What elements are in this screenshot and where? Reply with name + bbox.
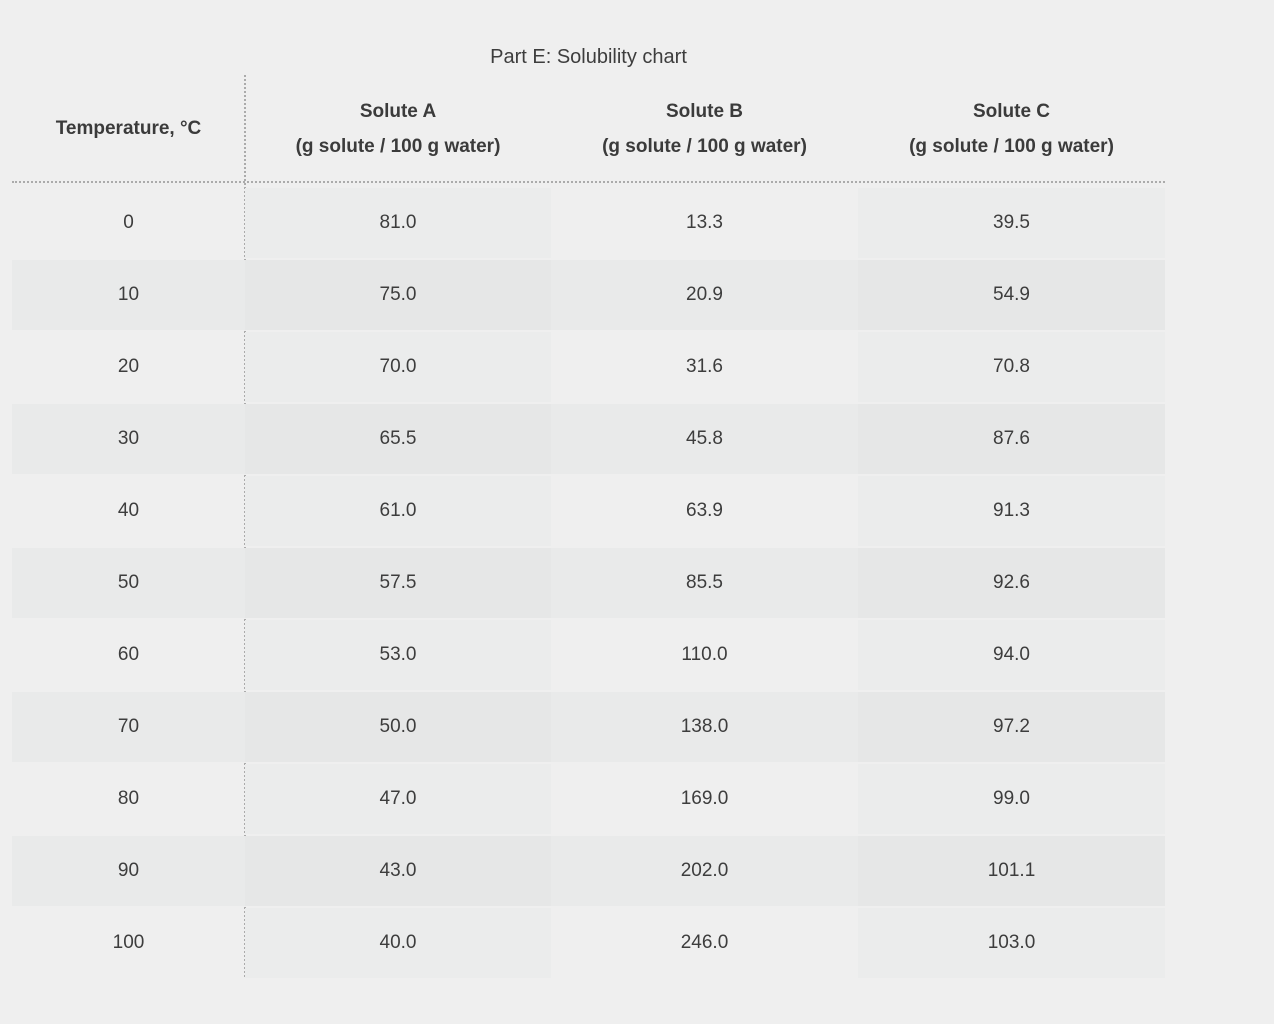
solute-b-value-cell: 31.6 [686, 356, 723, 377]
table-header-row: Temperature, °C Solute A (g solute / 100… [12, 75, 1165, 182]
solute-b-value-cell: 169.0 [680, 788, 729, 809]
solute-c-value-cell: 101.1 [858, 836, 1165, 906]
solute-b-value-cell: 246.0 [680, 932, 729, 953]
solute-c-value-cell: 94.0 [858, 620, 1165, 690]
solute-b-value-cell: 110.0 [681, 644, 728, 665]
temperature-cell: 90 [12, 836, 245, 906]
temperature-cell: 100 [112, 932, 145, 953]
table-row: 20 70.0 31.6 70.8 [12, 332, 1165, 402]
solute-c-value-cell: 87.6 [858, 404, 1165, 474]
solute-c-value-cell: 70.8 [858, 332, 1165, 402]
table-body: 0 81.0 13.3 39.5 10 75.0 20.9 54.9 20 70.0 31.6 70.… [12, 188, 1165, 978]
header-solute-c-units: (g solute / 100 g water) [909, 135, 1114, 157]
header-solute-a: Solute A (g solute / 100 g water) [245, 75, 551, 182]
table-row: 100 40.0 246.0 103.0 [12, 908, 1165, 978]
table-row: 90 43.0 202.0 101.1 [12, 836, 1165, 906]
header-solute-b-label: Solute B [665, 100, 744, 122]
temperature-cell: 50 [12, 548, 245, 618]
temperature-cell: 0 [123, 212, 134, 233]
solute-a-value-cell: 81.0 [245, 188, 551, 258]
table-row: 80 47.0 169.0 99.0 [12, 764, 1165, 834]
temperature-cell: 70 [12, 692, 245, 762]
solute-a-value-cell: 47.0 [245, 764, 551, 834]
solute-a-value-cell: 65.5 [245, 404, 551, 474]
solute-c-value-cell: 54.9 [858, 260, 1165, 330]
page-title: Part E: Solubility chart [490, 46, 687, 68]
solute-b-value-cell: 13.3 [686, 212, 723, 233]
solute-b-value-cell: 138.0 [551, 692, 858, 762]
header-divider-dotted-line [12, 181, 1165, 183]
header-solute-b: Solute B (g solute / 100 g water) [551, 75, 858, 182]
table-row: 70 50.0 138.0 97.2 [12, 692, 1165, 762]
solute-a-value-cell: 70.0 [245, 332, 551, 402]
solute-b-value-cell: 20.9 [551, 260, 858, 330]
solute-c-value-cell: 39.5 [858, 188, 1165, 258]
temperature-cell: 60 [117, 644, 140, 665]
solubility-table: Temperature, °C Solute A (g solute / 100… [12, 75, 1165, 980]
temperature-cell: 30 [12, 404, 245, 474]
solute-c-value-cell: 97.2 [858, 692, 1165, 762]
solute-b-value-cell: 45.8 [551, 404, 858, 474]
header-temperature-label: Temperature, °C [55, 118, 202, 139]
table-row: 30 65.5 45.8 87.6 [12, 404, 1165, 474]
solute-b-value-cell: 202.0 [551, 836, 858, 906]
solute-a-value-cell: 57.5 [245, 548, 551, 618]
temperature-cell: 80 [117, 788, 140, 809]
solute-a-value-cell: 75.0 [245, 260, 551, 330]
table-row: 10 75.0 20.9 54.9 [12, 260, 1165, 330]
solute-a-value-cell: 43.0 [245, 836, 551, 906]
header-solute-a-units: (g solute / 100 g water) [295, 135, 501, 157]
header-solute-c: Solute C (g solute / 100 g water) [858, 75, 1165, 182]
solute-a-value-cell: 40.0 [245, 908, 551, 978]
solute-c-value-cell: 91.3 [858, 476, 1165, 546]
header-solute-c-label: Solute C [972, 100, 1051, 122]
solute-c-value-cell: 92.6 [858, 548, 1165, 618]
temperature-cell: 10 [12, 260, 245, 330]
table-row: 0 81.0 13.3 39.5 [12, 188, 1165, 258]
solute-a-value-cell: 61.0 [245, 476, 551, 546]
solute-c-value-cell: 103.0 [858, 908, 1165, 978]
table-row: 50 57.5 85.5 92.6 [12, 548, 1165, 618]
solute-a-value-cell: 50.0 [245, 692, 551, 762]
table-row: 40 61.0 63.9 91.3 [12, 476, 1165, 546]
solute-b-value-cell: 85.5 [551, 548, 858, 618]
solute-b-value-cell: 63.9 [686, 500, 723, 521]
header-temperature: Temperature, °C [12, 75, 245, 182]
temperature-cell: 40 [117, 500, 140, 521]
table-row: 60 53.0 110.0 94.0 [12, 620, 1165, 690]
solute-c-value-cell: 99.0 [858, 764, 1165, 834]
solute-a-value-cell: 53.0 [245, 620, 551, 690]
header-solute-a-label: Solute A [359, 100, 437, 122]
temperature-cell: 20 [117, 356, 140, 377]
header-solute-b-units: (g solute / 100 g water) [602, 135, 807, 157]
